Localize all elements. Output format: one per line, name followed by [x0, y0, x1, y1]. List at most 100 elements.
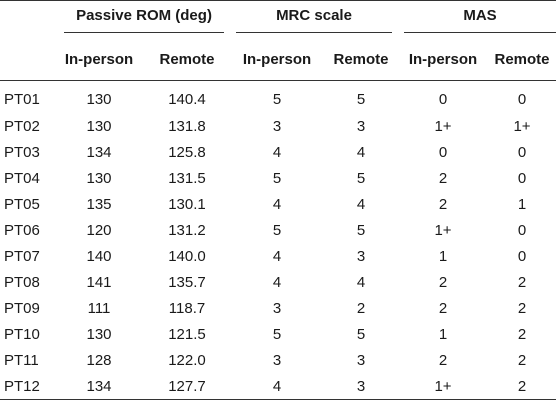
cell-rom-remote: 121.5	[168, 325, 206, 343]
cell-mas-remote: 2	[517, 273, 527, 291]
cell-patient-id: PT02	[4, 117, 40, 135]
cell-rom-remote: 127.7	[144, 373, 230, 400]
cell-mas-in-person: 1+	[398, 373, 488, 400]
cell-patient-id: PT06	[4, 221, 40, 239]
cell-patient-id: PT10	[4, 325, 40, 343]
cell-rom-in-person: 134	[54, 373, 144, 400]
table-row: PT06 120 131.2 5 5 1+ 0	[0, 217, 556, 243]
subheader-row: In-person Remote In-person Remote In-per…	[0, 39, 556, 81]
cell-mrc-remote: 5	[356, 325, 366, 343]
subheader-mas-remote: Remote	[488, 39, 556, 81]
table-header: Passive ROM (deg) MRC scale MAS In-perso…	[0, 0, 556, 81]
cell-mrc-remote: 5	[356, 221, 366, 239]
cell-patient-id: PT04	[4, 169, 40, 187]
table-row: PT01 130 140.4 5 5 0 0	[0, 81, 556, 114]
cell-mrc-in-person: 3	[272, 299, 282, 317]
cell-mas-in-person: 1+	[434, 117, 452, 135]
cell-mas-remote: 2	[488, 373, 556, 400]
cell-patient-id: PT11	[4, 351, 39, 369]
cell-mas-in-person: 2	[438, 299, 448, 317]
cell-mrc-in-person: 5	[272, 169, 282, 187]
cell-mas-remote: 1+	[513, 117, 531, 135]
cell-rom-remote: 122.0	[168, 351, 206, 369]
cell-mrc-in-person: 5	[272, 325, 282, 343]
cell-mrc-in-person: 3	[272, 117, 282, 135]
group-header-mrc-scale-label: MRC scale	[236, 7, 392, 33]
cell-rom-in-person: 111	[87, 299, 111, 317]
cell-patient-id: PT09	[4, 299, 40, 317]
subheader-mas-in-person: In-person	[398, 39, 488, 81]
cell-mas-in-person: 2	[438, 273, 448, 291]
table-row: PT11 128 122.0 3 3 2 2	[0, 347, 556, 373]
table-row: PT07 140 140.0 4 3 1 0	[0, 243, 556, 269]
cell-rom-remote: 125.8	[168, 143, 206, 161]
cell-rom-remote: 140.0	[168, 247, 206, 265]
cell-mas-in-person: 2	[438, 195, 448, 213]
table-row: PT04 130 131.5 5 5 2 0	[0, 165, 556, 191]
table-row: PT08 141 135.7 4 4 2 2	[0, 269, 556, 295]
cell-mrc-remote: 3	[324, 373, 398, 400]
group-header-row: Passive ROM (deg) MRC scale MAS	[0, 0, 556, 39]
table-body: PT01 130 140.4 5 5 0 0 PT02 130 131.8 3 …	[0, 81, 556, 400]
cell-mrc-in-person: 4	[272, 143, 282, 161]
cell-mrc-remote: 5	[356, 90, 366, 108]
cell-mas-remote: 2	[517, 325, 527, 343]
cell-patient-id: PT07	[4, 247, 40, 265]
cell-mas-remote: 1	[517, 195, 527, 213]
group-header-blank	[0, 0, 54, 39]
cell-mrc-remote: 4	[356, 143, 366, 161]
group-header-mas-label: MAS	[404, 7, 556, 33]
group-header-mas: MAS	[398, 0, 556, 39]
cell-mas-remote: 0	[517, 221, 527, 239]
cell-rom-remote: 118.7	[168, 299, 206, 317]
cell-mrc-in-person: 3	[272, 351, 282, 369]
cell-mrc-in-person: 4	[272, 247, 282, 265]
group-header-passive-rom-label: Passive ROM (deg)	[64, 7, 224, 33]
cell-rom-remote: 140.4	[168, 90, 206, 108]
cell-rom-in-person: 134	[86, 143, 112, 161]
cell-rom-remote: 131.5	[168, 169, 206, 187]
subheader-rom-remote: Remote	[144, 39, 230, 81]
cell-rom-in-person: 140	[86, 247, 112, 265]
table-row: PT05 135 130.1 4 4 2 1	[0, 191, 556, 217]
cell-patient-id: PT12	[0, 373, 54, 400]
cell-mas-remote: 2	[517, 351, 527, 369]
cell-mas-remote: 2	[517, 299, 527, 317]
cell-mas-in-person: 0	[438, 143, 448, 161]
results-table: Passive ROM (deg) MRC scale MAS In-perso…	[0, 0, 556, 400]
cell-mrc-remote: 3	[356, 247, 366, 265]
cell-patient-id: PT05	[4, 195, 40, 213]
cell-mas-remote: 0	[517, 169, 527, 187]
cell-mas-in-person: 2	[438, 169, 448, 187]
cell-rom-remote: 135.7	[168, 273, 206, 291]
cell-mas-remote: 0	[517, 90, 527, 108]
cell-mrc-remote: 3	[356, 351, 366, 369]
cell-rom-in-person: 130	[86, 169, 112, 187]
cell-mas-in-person: 0	[438, 90, 448, 108]
group-header-mrc-scale: MRC scale	[230, 0, 398, 39]
cell-rom-in-person: 120	[86, 221, 112, 239]
table-row: PT12 134 127.7 4 3 1+ 2	[0, 373, 556, 400]
cell-rom-in-person: 130	[86, 117, 112, 135]
cell-mrc-remote: 4	[356, 273, 366, 291]
cell-mrc-remote: 2	[356, 299, 366, 317]
cell-rom-in-person: 141	[86, 273, 112, 291]
group-header-passive-rom: Passive ROM (deg)	[54, 0, 230, 39]
cell-mrc-in-person: 5	[272, 221, 282, 239]
cell-mas-remote: 0	[517, 143, 527, 161]
cell-mrc-remote: 5	[356, 169, 366, 187]
cell-mrc-remote: 3	[356, 117, 366, 135]
cell-mrc-in-person: 4	[272, 195, 282, 213]
subheader-blank	[0, 39, 54, 81]
subheader-mrc-in-person: In-person	[230, 39, 324, 81]
cell-patient-id: PT08	[4, 273, 40, 291]
cell-mas-in-person: 1+	[434, 221, 452, 239]
cell-patient-id: PT03	[4, 143, 40, 161]
cell-rom-remote: 130.1	[168, 195, 206, 213]
cell-rom-in-person: 128	[86, 351, 112, 369]
subheader-rom-in-person: In-person	[54, 39, 144, 81]
cell-mrc-in-person: 5	[272, 90, 282, 108]
table-row: PT09 111 118.7 3 2 2 2	[0, 295, 556, 321]
cell-mrc-in-person: 4	[272, 273, 282, 291]
